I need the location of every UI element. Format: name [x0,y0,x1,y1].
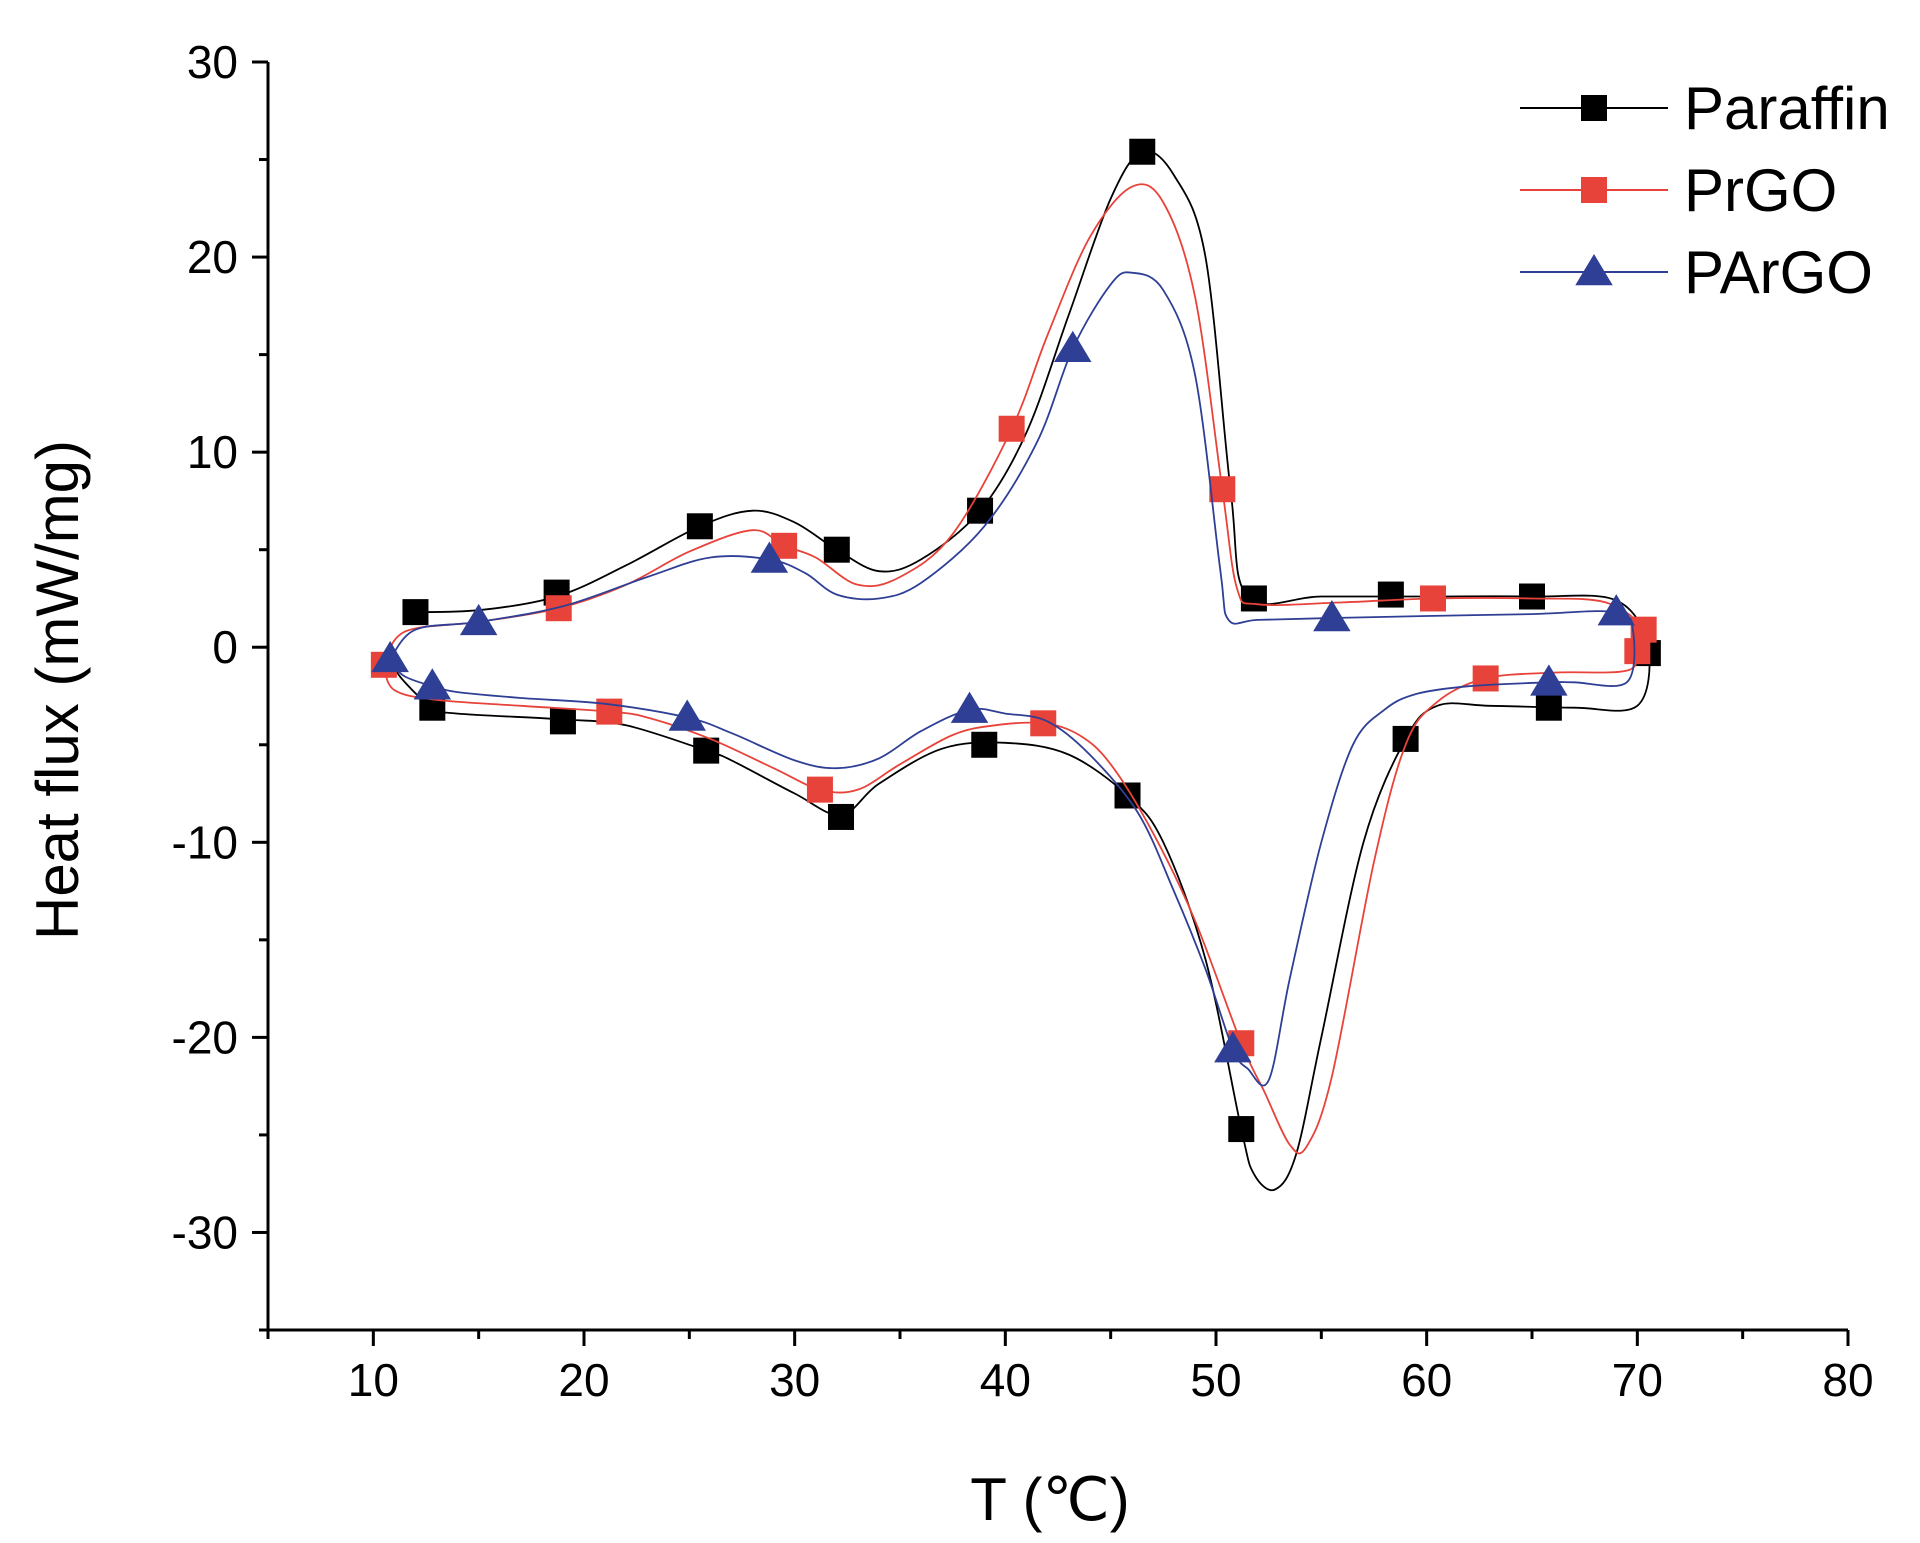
data-point [1129,138,1156,165]
y-axis-title: Heat flux (mW/mg) [24,440,91,940]
y-tick-label: -10 [172,816,238,868]
data-point [1054,330,1092,363]
legend-label: PrGO [1684,157,1837,224]
series-line-prgo [383,183,1647,1155]
x-tick-label: 10 [348,1354,399,1406]
data-point [806,776,833,803]
data-point [1535,694,1562,721]
legend-item-pargo: PArGO [1520,239,1873,306]
data-point [967,497,994,524]
data-point [1472,665,1499,692]
data-point [686,513,713,540]
y-tick-label: 0 [212,621,238,673]
series-paraffin [389,138,1661,1192]
y-tick-label: -30 [172,1206,238,1258]
data-point [1214,1031,1252,1063]
legend-item-prgo: PrGO [1520,157,1837,224]
x-tick-label: 70 [1612,1354,1663,1406]
data-point [750,541,789,573]
data-point [371,640,409,673]
data-point [1392,725,1419,752]
data-point [1419,585,1446,612]
x-tick-label: 30 [769,1354,820,1406]
data-point [549,708,576,735]
legend-marker [1581,177,1607,203]
legend-label: Paraffin [1684,75,1890,142]
ticks: 10 20 30 40 50 60 70 80 30 20 10 0 -10 -20 -30 [172,36,1874,1406]
series-pargo [371,271,1636,1087]
data-point [402,599,429,626]
y-tick-label: -20 [172,1011,238,1063]
data-point [1530,664,1568,696]
data-point [1597,594,1635,626]
data-point [1519,583,1545,610]
axes [266,62,1848,1332]
data-point [1240,585,1267,612]
data-point [823,536,850,563]
data-point [693,737,720,764]
data-point [668,699,706,731]
data-point [1209,476,1236,503]
x-tick-label: 40 [980,1354,1031,1406]
data-point [413,668,452,700]
x-tick-label: 60 [1401,1354,1452,1406]
x-tick-label: 50 [1190,1354,1241,1406]
data-point [950,691,989,723]
series-layer [370,138,1661,1192]
x-axis-title: T (℃) [970,1466,1130,1533]
data-point [1377,581,1404,608]
data-point [1313,599,1351,632]
data-point [998,415,1025,442]
data-point [1228,1116,1255,1143]
y-tick-label: 10 [187,426,238,478]
x-tick-label: 80 [1822,1354,1873,1406]
legend-marker [1575,254,1613,286]
data-point [828,803,855,830]
x-tick-label: 20 [558,1354,609,1406]
y-tick-label: 30 [187,36,238,88]
data-point [1624,638,1651,665]
legend-marker [1581,95,1607,121]
data-point [459,603,498,636]
legend: Paraffin PrGO PArGO [1520,75,1890,306]
series-line-pargo [389,271,1636,1087]
data-point [971,731,998,758]
legend-label: PArGO [1684,239,1873,306]
legend-item-paraffin: Paraffin [1520,75,1890,142]
y-tick-label: 20 [187,231,238,283]
